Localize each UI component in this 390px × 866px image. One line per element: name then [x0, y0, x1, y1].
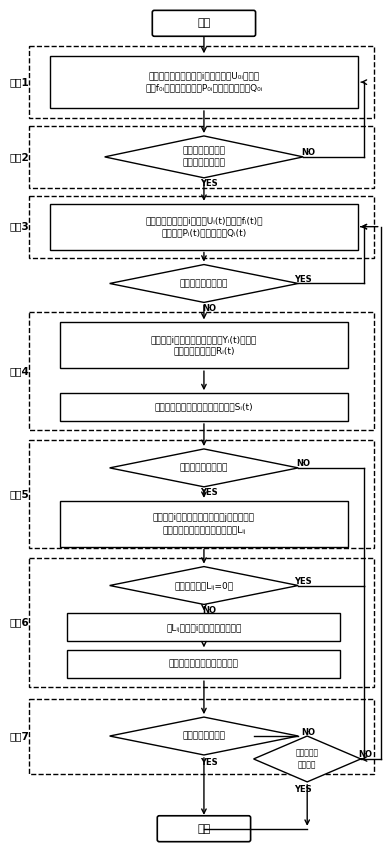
Text: YES: YES	[200, 179, 218, 188]
Bar	[60, 322, 348, 368]
Text: NO: NO	[301, 148, 315, 158]
Text: 步骤1: 步骤1	[9, 77, 29, 87]
Bar	[67, 650, 340, 678]
Text: 结束: 结束	[197, 824, 211, 834]
Bar	[50, 56, 358, 108]
Text: 装置满足闭锁条件？: 装置满足闭锁条件？	[180, 279, 228, 288]
Text: YES: YES	[294, 275, 312, 284]
Text: NO: NO	[202, 606, 216, 615]
Text: 步骤3: 步骤3	[9, 222, 29, 232]
Bar	[67, 613, 340, 642]
Text: NO: NO	[301, 727, 315, 737]
Bar	[50, 204, 358, 249]
Text: 计算低频低压减负荷控制敏感指标Sᵢ(t): 计算低频低压减负荷控制敏感指标Sᵢ(t)	[154, 403, 253, 411]
Text: YES: YES	[200, 488, 218, 497]
Polygon shape	[254, 736, 361, 782]
Text: 步骤4: 步骤4	[9, 366, 29, 376]
Text: NO: NO	[296, 459, 310, 469]
Bar	[29, 558, 374, 688]
Text: 步骤7: 步骤7	[9, 732, 29, 741]
Polygon shape	[110, 717, 298, 755]
Text: 计算母线i的瞬时负荷对地导纳Yᵢ(t)及其对
频率变化的灵敏度Rᵢ(t): 计算母线i的瞬时负荷对地导纳Yᵢ(t)及其对 频率变化的灵敏度Rᵢ(t)	[151, 335, 257, 356]
Text: 计算母线i处装置当前动作轮次j对应的调节
因子及当前轮次对应的减负荷量Lᵢⱼ: 计算母线i处装置当前动作轮次j对应的调节 因子及当前轮次对应的减负荷量Lᵢⱼ	[153, 514, 255, 534]
Polygon shape	[105, 136, 303, 178]
Text: 装置检测到扰动或
频率、电压越限？: 装置检测到扰动或 频率、电压越限？	[183, 146, 225, 167]
Text: NO: NO	[202, 304, 216, 313]
Bar	[29, 699, 374, 774]
Polygon shape	[110, 449, 298, 487]
Bar	[29, 196, 374, 257]
Text: 本轮减负荷量Lᵢⱼ=0？: 本轮减负荷量Lᵢⱼ=0？	[174, 581, 234, 590]
Text: 步骤5: 步骤5	[9, 488, 29, 499]
Text: YES: YES	[294, 785, 312, 794]
Text: 装置实时测量母线i的电压Uᵢ(t)、频率fᵢ(t)、
有功功率Pᵢ(t)和无功功率Qᵢ(t): 装置实时测量母线i的电压Uᵢ(t)、频率fᵢ(t)、 有功功率Pᵢ(t)和无功功…	[145, 216, 263, 237]
FancyBboxPatch shape	[152, 10, 255, 36]
Bar	[29, 126, 374, 188]
Bar	[60, 501, 348, 546]
Text: 装置满足动作条件？: 装置满足动作条件？	[180, 463, 228, 472]
Text: 开始: 开始	[197, 18, 211, 29]
Bar	[29, 46, 374, 118]
Text: 所有轮次已动作？: 所有轮次已动作？	[183, 732, 225, 740]
Text: 修正下一动作轮次的免切系数: 修正下一动作轮次的免切系数	[169, 660, 239, 669]
Bar	[29, 440, 374, 547]
Text: 频率、电压
均恢复？: 频率、电压 均恢复？	[296, 748, 319, 769]
Bar	[60, 393, 348, 421]
Text: YES: YES	[294, 577, 312, 586]
FancyBboxPatch shape	[157, 816, 251, 842]
Bar	[29, 313, 374, 430]
Text: NO: NO	[358, 751, 372, 759]
Text: 步骤6: 步骤6	[9, 617, 29, 627]
Text: 步骤2: 步骤2	[9, 152, 29, 162]
Polygon shape	[110, 264, 298, 302]
Polygon shape	[110, 566, 298, 604]
Text: YES: YES	[200, 759, 218, 767]
Text: 按Lᵢⱼ在母线i处实施减负荷控制: 按Lᵢⱼ在母线i处实施减负荷控制	[166, 623, 242, 632]
Text: 装置实时测量安装母线i处初始电压U₀ᵢ、初始
频率f₀ᵢ、初始有功功率P₀ᵢ和初始无功功率Q₀ᵢ: 装置实时测量安装母线i处初始电压U₀ᵢ、初始 频率f₀ᵢ、初始有功功率P₀ᵢ和初…	[145, 72, 262, 93]
